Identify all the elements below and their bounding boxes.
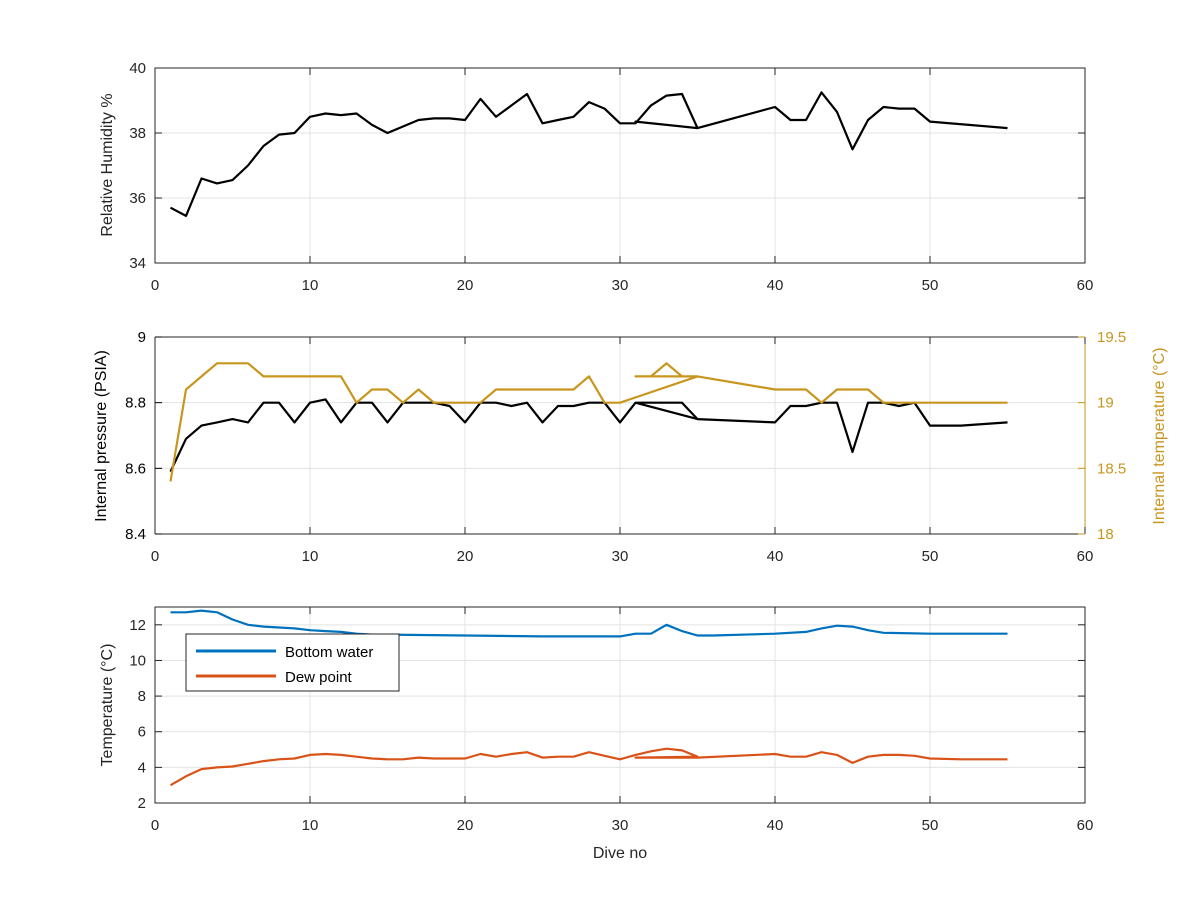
dew-point-line bbox=[169, 747, 1008, 787]
humidity-y-axis-label: Relative Humidity % bbox=[99, 93, 116, 236]
temperature-panel: 0 10 20 30 40 50 60 2 4 6 8 10 12 Temperature (°C) D… bbox=[99, 606, 1093, 862]
temperature-y2-tick-label: 18 bbox=[1097, 526, 1114, 543]
temperature-y-tick-label: 4 bbox=[138, 759, 146, 776]
temperature-y-tick-label: 2 bbox=[138, 795, 146, 812]
pressure-x-tick-label: 10 bbox=[302, 548, 319, 565]
legend-label-bottom-water: Bottom water bbox=[285, 644, 373, 661]
temperature-x-tick-label: 40 bbox=[767, 817, 784, 834]
bottom-water-line bbox=[170, 609, 1008, 638]
temperature-series bbox=[169, 609, 1008, 787]
pressure-y-axis-label: Internal pressure (PSIA) bbox=[93, 350, 110, 522]
temperature-x-tick-label: 30 bbox=[612, 817, 629, 834]
temperature-y-tick-label: 8 bbox=[138, 688, 146, 705]
pressure-ticks: 0 10 20 30 40 50 60 8.4 8.6 8.8 9 18 18.5 19 19.5 bbox=[125, 329, 1126, 565]
humidity-x-tick-label: 10 bbox=[302, 277, 319, 294]
pressure-series bbox=[169, 362, 1008, 482]
humidity-y-tick-label: 38 bbox=[129, 125, 146, 142]
humidity-x-tick-label: 50 bbox=[922, 277, 939, 294]
temperature-y2-axis-label: Internal temperature (°C) bbox=[1151, 347, 1168, 524]
humidity-x-tick-label: 20 bbox=[457, 277, 474, 294]
humidity-panel: 0 10 20 30 40 50 60 34 36 38 40 Relative Humidity … bbox=[99, 60, 1093, 294]
x-axis-label: Dive no bbox=[593, 845, 647, 862]
pressure-panel: 0 10 20 30 40 50 60 8.4 8.6 8.8 9 18 18.5 19 19.5 Inte… bbox=[93, 329, 1168, 565]
pressure-x-tick-label: 60 bbox=[1077, 548, 1094, 565]
temperature-x-tick-label: 0 bbox=[151, 817, 159, 834]
pressure-y-tick-label: 8.6 bbox=[125, 460, 146, 477]
pressure-x-tick-label: 20 bbox=[457, 548, 474, 565]
pressure-series-1-line bbox=[169, 362, 1008, 482]
humidity-x-tick-label: 40 bbox=[767, 277, 784, 294]
temperature-y-axis-label: Temperature (°C) bbox=[99, 644, 116, 767]
temperature-y2-tick-label: 18.5 bbox=[1097, 460, 1126, 477]
temperature-y2-tick-label: 19 bbox=[1097, 395, 1114, 412]
pressure-x-tick-label: 50 bbox=[922, 548, 939, 565]
temperature-y2-tick-label: 19.5 bbox=[1097, 329, 1126, 346]
legend-box bbox=[185, 633, 400, 692]
temperature-y-tick-label: 12 bbox=[129, 617, 146, 634]
humidity-x-tick-label: 30 bbox=[612, 277, 629, 294]
pressure-x-tick-label: 0 bbox=[151, 548, 159, 565]
temperature-x-tick-label: 20 bbox=[457, 817, 474, 834]
humidity-x-tick-label: 0 bbox=[151, 277, 159, 294]
humidity-y-tick-label: 36 bbox=[129, 190, 146, 207]
pressure-y-tick-label: 8.4 bbox=[125, 526, 146, 543]
humidity-series bbox=[169, 91, 1008, 217]
pressure-series-0-line bbox=[169, 398, 1008, 473]
temperature-y-tick-label: 10 bbox=[129, 652, 146, 669]
temperature-ticks: 0 10 20 30 40 50 60 2 4 6 8 10 12 bbox=[129, 607, 1093, 834]
pressure-x-tick-label: 30 bbox=[612, 548, 629, 565]
humidity-y-tick-label: 40 bbox=[129, 60, 146, 77]
pressure-y-tick-label: 9 bbox=[138, 329, 146, 346]
humidity-x-tick-label: 60 bbox=[1077, 277, 1094, 294]
humidity-ticks: 0 10 20 30 40 50 60 34 36 38 40 bbox=[129, 60, 1093, 294]
pressure-x-tick-label: 40 bbox=[767, 548, 784, 565]
temperature-x-tick-label: 50 bbox=[922, 817, 939, 834]
temperature-x-tick-label: 10 bbox=[302, 817, 319, 834]
legend-label-dew-point: Dew point bbox=[285, 669, 353, 686]
humidity-series-0-line bbox=[169, 91, 1008, 217]
temperature-y-tick-label: 6 bbox=[138, 724, 146, 741]
legend: Bottom water Dew point bbox=[185, 633, 400, 692]
pressure-y-tick-label: 8.8 bbox=[125, 395, 146, 412]
temperature-x-tick-label: 60 bbox=[1077, 817, 1094, 834]
humidity-y-tick-label: 34 bbox=[129, 255, 146, 272]
